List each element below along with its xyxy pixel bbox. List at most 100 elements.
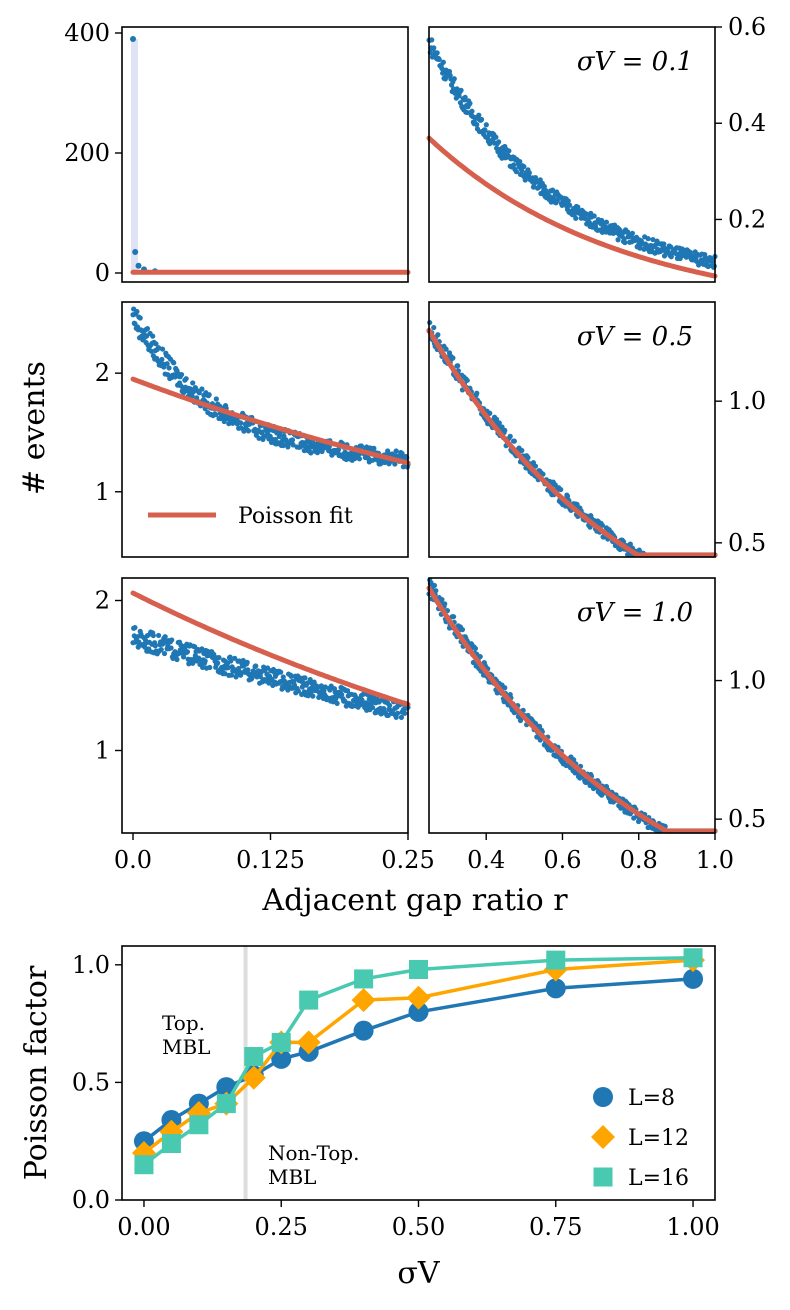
data-point (496, 420, 502, 426)
data-point (502, 427, 508, 433)
data-point (511, 438, 517, 444)
data-point (476, 112, 482, 118)
data-point (532, 463, 539, 469)
data-point (470, 659, 476, 666)
data-point (462, 94, 468, 100)
data-point (259, 429, 265, 435)
data-point (433, 588, 439, 594)
x-tick-label: 0.00 (117, 1213, 170, 1241)
y-tick-label: 0 (95, 259, 110, 287)
data-point (199, 646, 205, 652)
data-point (153, 341, 159, 347)
data-point (650, 236, 656, 243)
data-point (541, 183, 547, 190)
data-point (150, 632, 156, 639)
y-tick-label: 0.5 (72, 1068, 110, 1096)
data-point (213, 411, 219, 418)
top-ylabel: # events (17, 361, 52, 495)
data-point (285, 687, 291, 693)
data-point (599, 522, 605, 528)
panel-left-bot: 12 (95, 577, 411, 834)
series-point-L=8 (271, 1048, 292, 1069)
series-point-L=16 (189, 1115, 209, 1135)
data-point (169, 637, 175, 643)
data-point (308, 450, 314, 456)
bottom-x-axes: 0.0 0.125 0.25 0.4 0.6 0.8 1.0 (114, 833, 734, 874)
data-point (256, 435, 262, 441)
data-point (474, 122, 480, 128)
data-point (573, 215, 579, 221)
data-point (431, 324, 437, 331)
data-point (132, 624, 138, 631)
data-point (206, 392, 212, 398)
series-point-L=16 (161, 1134, 181, 1154)
series-point-L=16 (409, 960, 428, 980)
series-point-L=12 (241, 1065, 266, 1090)
panel-left-top: 0 200 400 (64, 19, 411, 287)
data-point (164, 361, 170, 367)
data-point (477, 654, 483, 660)
data-point (575, 204, 581, 210)
series-point-L=8 (408, 1001, 429, 1022)
data-point (162, 634, 168, 640)
x-tick-label: 0.6 (543, 846, 581, 874)
legend-marker-L=8 (593, 1087, 613, 1107)
y-tick-label: 1 (95, 737, 110, 765)
series-point-L=8 (545, 978, 566, 999)
data-point (493, 134, 499, 140)
data-point (440, 59, 446, 65)
data-point (502, 685, 508, 691)
x-tick-label: 1.0 (696, 846, 734, 874)
x-tick-label: 0.125 (236, 846, 305, 874)
data-point (216, 655, 222, 661)
data-point (431, 582, 438, 589)
data-point (458, 87, 464, 93)
data-point (288, 673, 294, 679)
data-point (207, 664, 213, 671)
data-point (245, 428, 252, 434)
data-point (240, 657, 246, 664)
data-point (190, 660, 196, 666)
data-point (178, 371, 185, 378)
data-point (190, 389, 196, 395)
data-point (467, 100, 473, 106)
data-point (280, 442, 286, 449)
series-point-L=16 (299, 990, 319, 1010)
data-point (322, 684, 328, 690)
y-tick-label: 1.0 (728, 387, 766, 415)
data-point (280, 674, 286, 680)
data-point (478, 116, 485, 123)
data-point (398, 714, 405, 720)
data-point (629, 230, 636, 236)
data-point (166, 365, 172, 371)
data-point (668, 244, 674, 250)
data-point (399, 450, 405, 457)
data-point (439, 596, 445, 603)
x-tick-label: 0.75 (529, 1213, 582, 1241)
series-point-L=16 (546, 950, 566, 970)
region-label-nontop: Non-Top. (268, 1141, 359, 1165)
data-point (295, 688, 301, 694)
y-tick-label: 0.6 (728, 13, 766, 41)
x-tick-label: 0.4 (467, 846, 505, 874)
data-point (196, 390, 202, 396)
data-point (483, 122, 489, 128)
data-point (249, 674, 256, 680)
data-point (496, 139, 502, 145)
y-tick-label: 1.0 (72, 951, 110, 979)
data-point (622, 239, 628, 246)
data-point (459, 627, 466, 633)
data-point (536, 723, 543, 729)
data-band (131, 39, 138, 273)
data-point (393, 448, 399, 454)
data-point (434, 50, 440, 56)
series-point-L=12 (406, 985, 431, 1010)
data-point (543, 187, 549, 194)
data-point (213, 396, 219, 402)
data-point (174, 656, 180, 663)
y-axis-label: Poisson factor (19, 965, 54, 1180)
series-point-L=16 (354, 969, 374, 989)
data-point (522, 177, 528, 183)
data-point (482, 127, 488, 133)
